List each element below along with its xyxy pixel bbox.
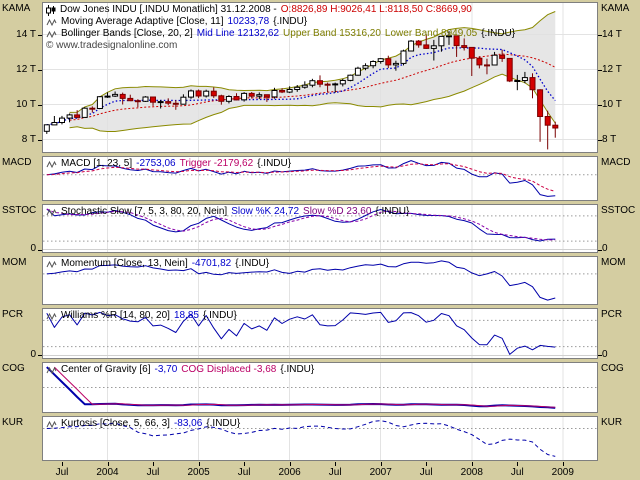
- price-axis-tick: [598, 34, 602, 36]
- panel-stochastic: Stochastic Slow [7, 5, 3, 80, 20, Nein] …: [42, 204, 598, 253]
- stochastic-axis-tick: [598, 249, 602, 251]
- x-axis-tick: [562, 462, 564, 466]
- x-axis: Jul 2004 Jul 2005 Jul 2006 Jul 2007 Jul 2008 Jul 20…: [0, 461, 640, 480]
- x-axis-label: Jul: [146, 467, 160, 478]
- kurtosis-chart[interactable]: [43, 417, 597, 460]
- price-tick-label-right-2: 10 T: [602, 99, 622, 110]
- panel-price: Dow Jones INDU [.INDU Monatlich] 31.12.2…: [42, 2, 598, 153]
- x-axis-tick: [244, 462, 246, 466]
- stochastic-axis-tick: [38, 249, 42, 251]
- williams-axis-tick: [38, 355, 42, 357]
- edge-label-left-kur: KUR: [2, 417, 24, 428]
- williams-zero-label-left: 0: [30, 349, 36, 360]
- x-axis-label: Jul: [237, 467, 251, 478]
- price-tick-label-right-0: 14 T: [602, 29, 622, 40]
- x-axis-tick: [380, 462, 382, 466]
- panel-momentum: Momentum [Close, 13, Nein] -4701,82 {.IN…: [42, 256, 598, 305]
- x-axis-label: Jul: [55, 467, 69, 478]
- x-axis-tick: [198, 462, 200, 466]
- edge-label-right-price: KAMA: [601, 3, 630, 14]
- x-axis-tick: [517, 462, 519, 466]
- panel-kurtosis: Kurtosis [Close, 5, 66, 3] -83,06 {.INDU…: [42, 416, 598, 461]
- x-axis-tick: [62, 462, 63, 466]
- edge-label-left-mom: MOM: [2, 257, 27, 268]
- edge-label-right-mom: MOM: [601, 257, 626, 268]
- edge-label-right-macd: MACD: [601, 157, 631, 168]
- edge-label-right-pcr: PCR: [601, 309, 623, 320]
- x-axis-tick: [107, 462, 109, 466]
- x-axis-label: 2008: [460, 467, 483, 478]
- x-axis-tick: [289, 462, 291, 466]
- panel-williams-r: Williams %R [14, 80, 20] 18,85 {.INDU}: [42, 308, 598, 359]
- x-axis-label: 2007: [369, 467, 392, 478]
- williams-r-chart[interactable]: [43, 309, 597, 358]
- edge-label-left-macd: MACD: [2, 157, 32, 168]
- edge-label-left-cog: COG: [2, 363, 25, 374]
- panel-center-of-gravity: Center of Gravity [6] -3,70 COG Displace…: [42, 362, 598, 413]
- edge-label-left-pcr: PCR: [2, 309, 24, 320]
- williams-axis-tick: [598, 355, 602, 357]
- x-axis-tick: [153, 462, 154, 466]
- price-tick-label-left-0: 14 T: [16, 29, 36, 40]
- center-of-gravity-chart[interactable]: [43, 363, 597, 412]
- macd-chart[interactable]: [43, 157, 597, 200]
- x-axis-tick: [471, 462, 473, 466]
- x-axis-label: 2009: [551, 467, 574, 478]
- price-tick-label-left-1: 12 T: [16, 64, 36, 75]
- price-tick-label-left-3: 8 T: [21, 134, 36, 145]
- edge-label-right-cog: COG: [601, 363, 624, 374]
- panel-macd: MACD [1, 23, 5] -2753,06 Trigger -2179,6…: [42, 156, 598, 201]
- edge-label-right-kur: KUR: [601, 417, 623, 428]
- edge-label-left-price: KAMA: [2, 3, 31, 14]
- price-candlestick-chart[interactable]: [43, 3, 597, 152]
- x-axis-label: 2005: [187, 467, 210, 478]
- price-tick-label-right-1: 12 T: [602, 64, 622, 75]
- x-axis-label: Jul: [328, 467, 342, 478]
- price-tick-label-right-3: 8 T: [602, 134, 617, 145]
- price-axis-tick: [38, 104, 42, 106]
- x-axis-label: Jul: [510, 467, 524, 478]
- x-axis-label: 2004: [96, 467, 119, 478]
- price-axis-tick: [598, 139, 602, 141]
- x-axis-label: 2006: [278, 467, 301, 478]
- stochastic-zero-label-right: 0: [602, 243, 608, 254]
- momentum-chart[interactable]: [43, 257, 597, 304]
- edge-label-left-sstoc: SSTOC: [2, 205, 37, 216]
- x-axis-tick: [426, 462, 428, 466]
- stochastic-chart[interactable]: [43, 205, 597, 252]
- price-axis-tick: [38, 139, 42, 141]
- price-axis-tick: [38, 34, 42, 36]
- price-axis-tick: [38, 69, 42, 71]
- price-tick-label-left-2: 10 T: [16, 99, 36, 110]
- edge-label-right-sstoc: SSTOC: [601, 205, 636, 216]
- williams-zero-label-right: 0: [602, 349, 608, 360]
- price-axis-tick: [598, 104, 602, 106]
- price-axis-tick: [598, 69, 602, 71]
- x-axis-label: Jul: [419, 467, 433, 478]
- stochastic-zero-label-left: 0: [30, 243, 36, 254]
- x-axis-tick: [335, 462, 337, 466]
